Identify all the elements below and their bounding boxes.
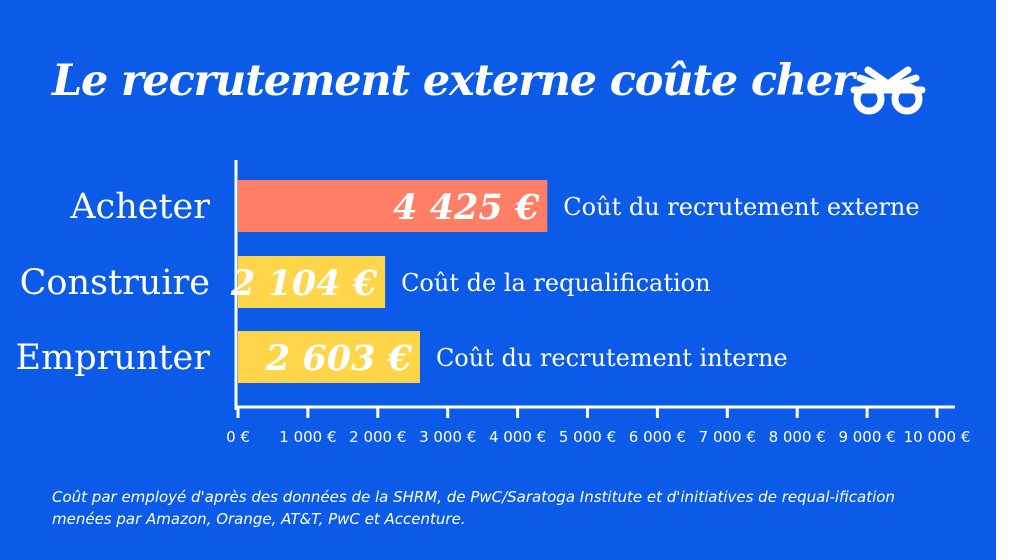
value-label: 2 104 € [230,263,378,304]
infographic-card: Le recrutement externe coûte cher 0 € 1 0… [0,0,996,560]
x-tick-label: 8 000 € [769,428,826,446]
x-tick-label: 10 000 € [904,428,971,446]
x-tick-label: 1 000 € [279,428,336,446]
x-tick-label: 4 000 € [489,428,546,446]
x-tick-label: 5 000 € [559,428,616,446]
value-label: 2 603 € [265,338,413,379]
bar [238,331,420,383]
x-tick-label: 7 000 € [699,428,756,446]
x-tick-label: 2 000 € [349,428,406,446]
x-tick-label: 6 000 € [629,428,686,446]
bar-annotation: Coût de la requalification [401,269,710,297]
x-tick-label: 3 000 € [419,428,476,446]
category-label: Emprunter [16,338,211,378]
x-tick-label: 9 000 € [838,428,895,446]
glasses-icon [850,66,926,115]
bar-chart: 0 € 1 000 € 2 000 € 3 000 € 4 000 € 5 000 € 6 … [16,160,971,446]
bar-annotation: Coût du recrutement interne [436,344,788,372]
x-tick-label: 0 € [226,428,250,446]
value-label: 4 425 € [393,187,540,228]
chart-title: Le recrutement externe coûte cher [52,56,855,106]
bar [238,180,548,232]
bar-annotation: Coût du recrutement externe [563,193,919,221]
category-label: Construire [20,263,210,303]
footnote: Coût par employé d'après des données de … [52,488,895,528]
category-label: Acheter [69,187,210,227]
bar [238,256,386,308]
